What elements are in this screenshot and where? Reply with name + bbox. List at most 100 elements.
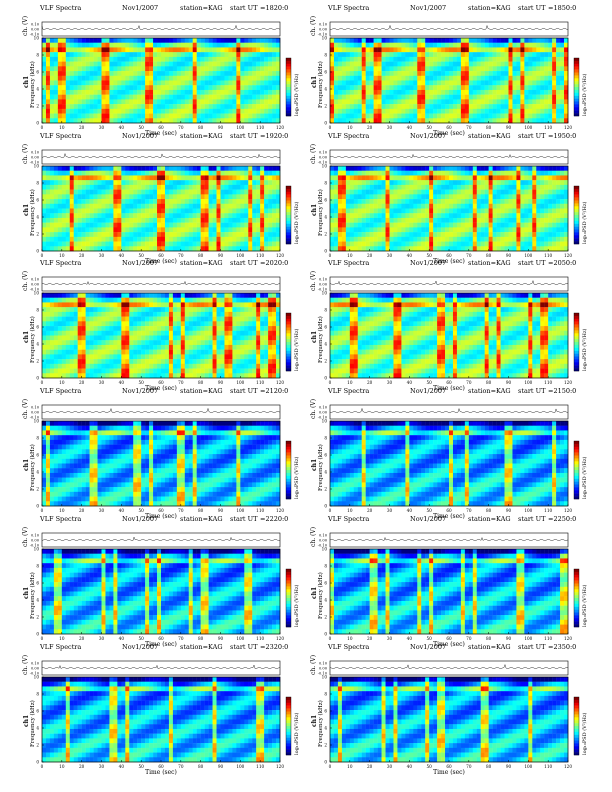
station-label: station=KAG: [180, 259, 223, 267]
heatmap-cell: [409, 194, 414, 200]
heatmap-cell: [349, 118, 354, 124]
heatmap-cell: [456, 42, 462, 48]
heatmap-cell: [488, 213, 493, 219]
heatmap-cell: [240, 66, 245, 72]
heatmap-cell: [456, 104, 462, 110]
heatmap-cell: [89, 311, 94, 317]
heatmap-cell: [204, 236, 209, 242]
heatmap-cell: [449, 52, 454, 58]
heatmap-cell: [512, 94, 517, 100]
heatmap-cell: [460, 208, 466, 214]
heatmap-cell: [188, 199, 193, 204]
heatmap-cell: [556, 170, 561, 176]
heatmap-cell: [184, 194, 189, 200]
heatmap-cell: [45, 47, 51, 53]
spectrogram-panel: VLF Spectra Nov1/2007 station=KAG start UT =…: [14, 0, 300, 137]
heatmap-cell: [373, 113, 378, 119]
heatmap-cell: [188, 213, 193, 219]
heatmap-cell: [53, 363, 59, 369]
heatmap-cell: [129, 227, 134, 233]
heatmap-cell: [524, 80, 529, 86]
heatmap-cell: [536, 71, 541, 76]
heatmap-cell: [232, 89, 237, 95]
heatmap-cell: [101, 189, 106, 195]
colorbar-cell: [574, 232, 579, 236]
heatmap-cell: [276, 232, 281, 238]
heatmap-cell: [540, 246, 545, 252]
heatmap-cell: [484, 75, 489, 81]
heatmap-cell: [57, 222, 63, 228]
heatmap-cell: [333, 241, 339, 247]
heatmap-cell: [121, 80, 126, 86]
heatmap-cell: [369, 80, 374, 86]
heatmap-cell: [133, 113, 138, 119]
heatmap-cell: [361, 118, 366, 124]
heatmap-cell: [61, 302, 66, 308]
heatmap-cell: [381, 213, 386, 219]
heatmap-cell: [49, 47, 55, 53]
heatmap-cell: [149, 80, 154, 86]
heatmap-cell: [113, 66, 118, 72]
heatmap-cell: [361, 71, 366, 76]
heatmap-cell: [500, 85, 505, 91]
heatmap-cell: [45, 330, 51, 336]
heatmap-cell: [121, 104, 126, 110]
heatmap-cell: [409, 71, 414, 76]
heatmap-cell: [137, 180, 142, 186]
heatmap-cell: [109, 232, 114, 238]
heatmap-cell: [397, 113, 402, 119]
heatmap-cell: [101, 104, 106, 110]
heatmap-cell: [145, 199, 150, 204]
heatmap-cell: [401, 203, 406, 209]
heatmap-cell: [101, 293, 106, 298]
heatmap-cell: [548, 222, 553, 228]
heatmap-cell: [445, 184, 450, 190]
heatmap-cell: [105, 326, 110, 331]
heatmap-cell: [81, 297, 86, 303]
heatmap-cell: [45, 199, 51, 204]
heatmap-cell: [456, 118, 462, 124]
heatmap-cell: [409, 213, 414, 219]
heatmap-cell: [89, 61, 94, 67]
heatmap-cell: [97, 297, 102, 303]
heatmap-cell: [141, 227, 146, 233]
heatmap-cell: [232, 108, 237, 114]
x-tick-label: 120: [276, 125, 284, 130]
heatmap-cell: [369, 61, 374, 67]
heatmap-cell: [357, 189, 362, 195]
heatmap-cell: [504, 89, 509, 95]
heatmap-cell: [349, 56, 354, 62]
heatmap-cell: [333, 236, 339, 242]
heatmap-cell: [437, 232, 442, 238]
heatmap-cell: [168, 42, 174, 48]
heatmap-cell: [472, 56, 477, 62]
ut-prefix: start UT: [230, 4, 258, 12]
heatmap-cell: [133, 56, 138, 62]
heatmap-cell: [133, 213, 138, 219]
heatmap-cell: [53, 368, 59, 374]
heatmap-cell: [93, 38, 98, 43]
heatmap-cell: [449, 166, 454, 171]
heatmap-cell: [208, 208, 213, 214]
heatmap-cell: [385, 56, 390, 62]
heatmap-cell: [484, 99, 489, 105]
heatmap-cell: [73, 108, 78, 114]
heatmap-cell: [153, 170, 158, 176]
heatmap-cell: [409, 89, 414, 95]
heatmap-cell: [508, 222, 513, 228]
heatmap-cell: [113, 118, 118, 124]
heatmap-cell: [393, 189, 398, 195]
heatmap-cell: [504, 175, 509, 181]
heatmap-cell: [133, 199, 138, 204]
heatmap-cell: [220, 42, 225, 48]
heatmap-cell: [556, 213, 561, 219]
y-tick-label: 4: [36, 87, 39, 92]
heatmap-cell: [240, 47, 245, 53]
heatmap-cell: [240, 236, 245, 242]
heatmap-cell: [264, 203, 269, 209]
heatmap-cell: [220, 180, 225, 186]
heatmap-cell: [393, 208, 398, 214]
heatmap-cell: [429, 184, 434, 190]
heatmap-cell: [373, 99, 378, 105]
heatmap-cell: [452, 203, 458, 209]
